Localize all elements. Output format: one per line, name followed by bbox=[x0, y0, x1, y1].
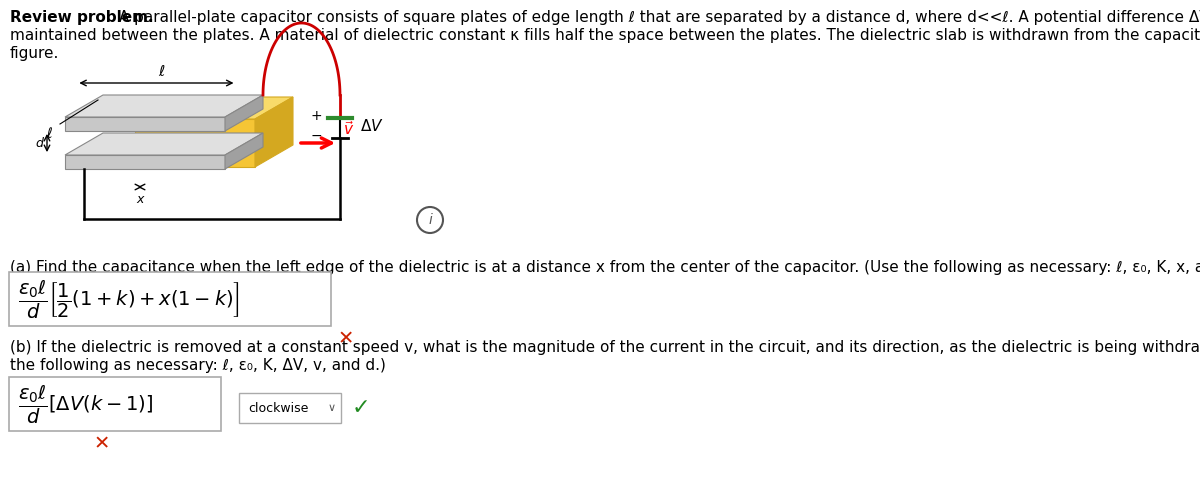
Text: +: + bbox=[311, 109, 322, 123]
Text: $\vec{v}$: $\vec{v}$ bbox=[343, 120, 354, 138]
Text: maintained between the plates. A material of dielectric constant κ fills half th: maintained between the plates. A materia… bbox=[10, 28, 1200, 43]
Text: i: i bbox=[428, 213, 432, 227]
Polygon shape bbox=[134, 97, 293, 119]
Polygon shape bbox=[65, 133, 263, 155]
Text: d: d bbox=[35, 136, 43, 149]
Text: figure.: figure. bbox=[10, 46, 59, 61]
Text: $\dfrac{\varepsilon_0\ell}{d}\left[\dfrac{1}{2}(1+k)+x(1-k)\right]$: $\dfrac{\varepsilon_0\ell}{d}\left[\dfra… bbox=[18, 277, 240, 321]
Text: (a) Find the capacitance when the left edge of the dielectric is at a distance x: (a) Find the capacitance when the left e… bbox=[10, 260, 1200, 275]
Text: (b) If the dielectric is removed at a constant speed v, what is the magnitude of: (b) If the dielectric is removed at a co… bbox=[10, 340, 1200, 355]
Text: clockwise: clockwise bbox=[248, 401, 308, 414]
Text: ✓: ✓ bbox=[352, 398, 371, 418]
Text: x: x bbox=[137, 193, 144, 206]
FancyBboxPatch shape bbox=[10, 272, 331, 326]
Text: $\ell$: $\ell$ bbox=[46, 125, 53, 140]
Text: $\Delta V$: $\Delta V$ bbox=[360, 118, 384, 134]
Text: Review problem.: Review problem. bbox=[10, 10, 154, 25]
Polygon shape bbox=[134, 119, 256, 167]
FancyBboxPatch shape bbox=[10, 377, 221, 431]
Polygon shape bbox=[65, 117, 226, 131]
Polygon shape bbox=[65, 155, 226, 169]
Text: $\dfrac{\varepsilon_0\ell}{d}\left[\Delta V(k-1)\right]$: $\dfrac{\varepsilon_0\ell}{d}\left[\Delt… bbox=[18, 382, 154, 426]
Text: the following as necessary: ℓ, ε₀, K, ΔV, v, and d.): the following as necessary: ℓ, ε₀, K, ΔV… bbox=[10, 358, 386, 373]
Text: ∨: ∨ bbox=[328, 403, 336, 413]
Text: ✕: ✕ bbox=[338, 329, 354, 348]
Polygon shape bbox=[226, 95, 263, 131]
Polygon shape bbox=[256, 97, 293, 167]
Text: A parallel-plate capacitor consists of square plates of edge length ℓ that are s: A parallel-plate capacitor consists of s… bbox=[114, 10, 1200, 25]
Polygon shape bbox=[226, 133, 263, 169]
Polygon shape bbox=[65, 95, 263, 117]
Text: $\ell$: $\ell$ bbox=[157, 64, 166, 79]
Text: ✕: ✕ bbox=[94, 434, 110, 453]
FancyBboxPatch shape bbox=[239, 393, 341, 423]
Text: −: − bbox=[311, 129, 322, 143]
